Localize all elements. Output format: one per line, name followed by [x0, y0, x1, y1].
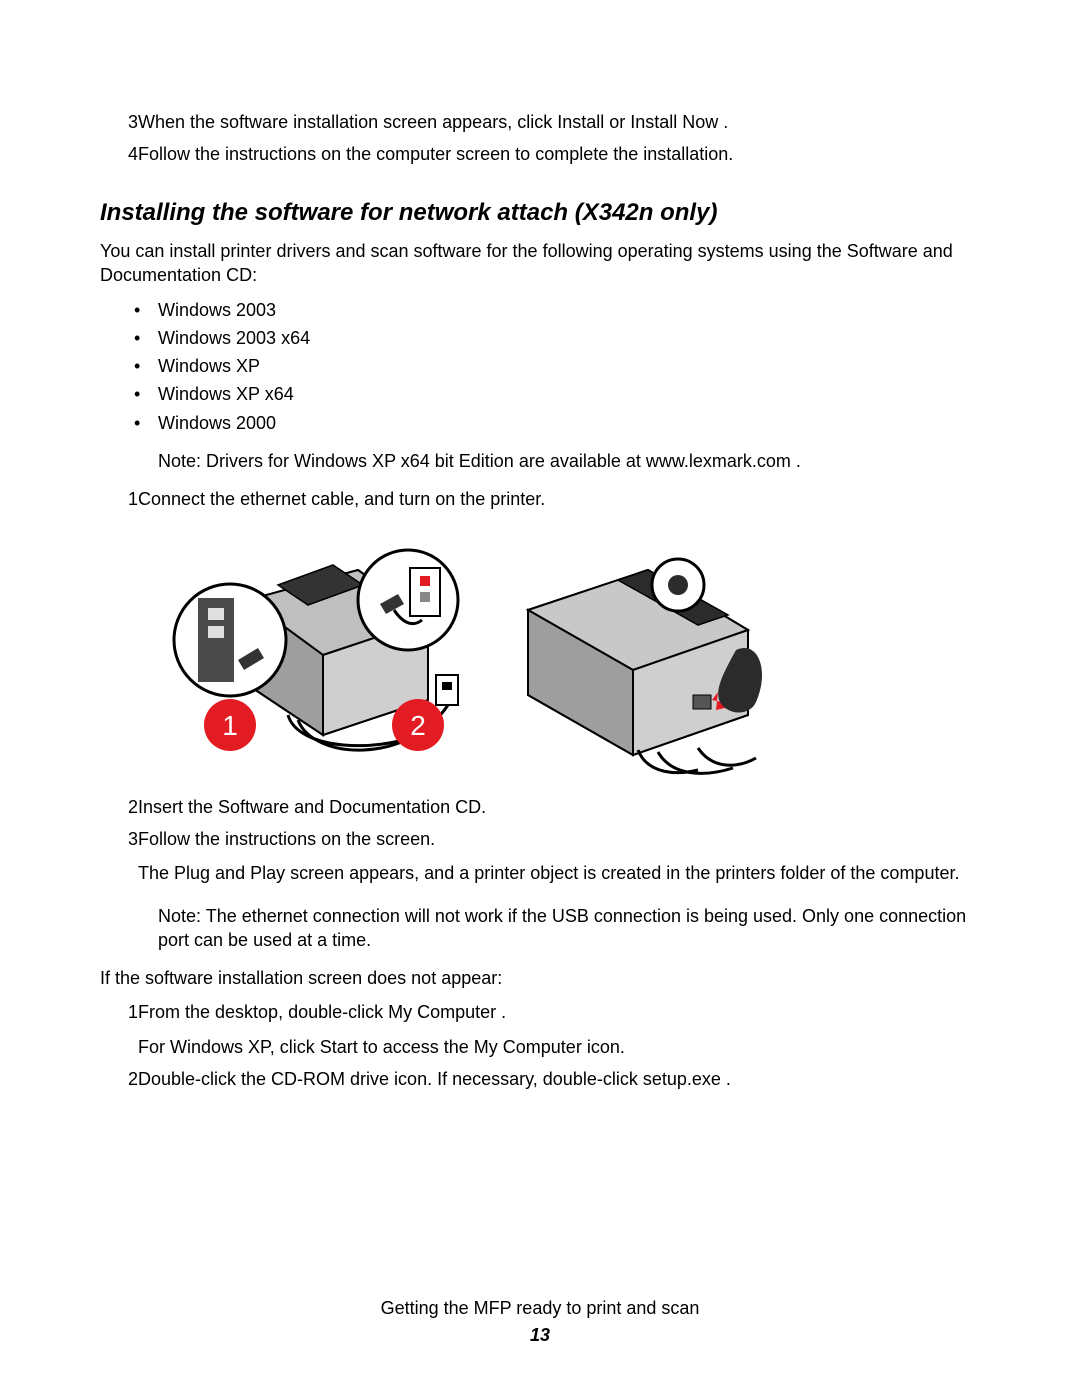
- step-number: 1: [100, 1000, 138, 1059]
- note-text: Drivers for Windows XP x64 bit Edition a…: [201, 451, 801, 471]
- step-number: 2: [100, 1067, 138, 1091]
- callout-2: 2: [410, 710, 426, 741]
- callout-1: 1: [222, 710, 238, 741]
- list-item: Windows 2003 x64: [100, 326, 980, 350]
- step-number: 3: [100, 827, 138, 886]
- step-text: Insert the Software and Documentation CD…: [138, 795, 980, 819]
- step-text: Follow the instructions on the computer …: [138, 142, 980, 166]
- fallback-intro: If the software installation screen does…: [100, 966, 980, 990]
- list-item: 1 Connect the ethernet cable, and turn o…: [100, 487, 980, 511]
- figure-row: 1 2: [158, 530, 980, 775]
- step-text: Follow the instructions on the screen.: [138, 827, 980, 851]
- list-item: Windows XP: [100, 354, 980, 378]
- note-label: Note:: [158, 906, 201, 926]
- page-footer: Getting the MFP ready to print and scan …: [0, 1296, 1080, 1347]
- step-number: 3: [100, 110, 138, 134]
- note-text: The ethernet connection will not work if…: [158, 906, 966, 950]
- note-driver-availability: Note: Drivers for Windows XP x64 bit Edi…: [158, 449, 980, 473]
- intro-paragraph: You can install printer drivers and scan…: [100, 239, 980, 288]
- step-paragraph: The Plug and Play screen appears, and a …: [138, 861, 980, 885]
- install-steps-c: 1 From the desktop, double-click My Comp…: [100, 1000, 980, 1091]
- list-item: 3 When the software installation screen …: [100, 110, 980, 134]
- manual-page: 3 When the software installation screen …: [0, 0, 1080, 1397]
- figure-ethernet-connection: 1 2: [158, 530, 468, 775]
- list-item: Windows 2000: [100, 411, 980, 435]
- list-item: 2 Double-click the CD-ROM drive icon. If…: [100, 1067, 980, 1091]
- step-text: Double-click the CD-ROM drive icon. If n…: [138, 1067, 980, 1091]
- top-steps-list: 3 When the software installation screen …: [100, 110, 980, 167]
- list-item: Windows XP x64: [100, 382, 980, 406]
- list-item: Windows 2003: [100, 298, 980, 322]
- list-item: 2 Insert the Software and Documentation …: [100, 795, 980, 819]
- section-heading: Installing the software for network atta…: [100, 197, 980, 229]
- note-ethernet-usb: Note: The ethernet connection will not w…: [158, 904, 980, 953]
- list-item: 4 Follow the instructions on the compute…: [100, 142, 980, 166]
- step-text: Connect the ethernet cable, and turn on …: [138, 487, 980, 511]
- step-number: 1: [100, 487, 138, 511]
- os-list: Windows 2003 Windows 2003 x64 Windows XP…: [100, 298, 980, 435]
- step-paragraph: For Windows XP, click Start to access th…: [138, 1035, 980, 1059]
- footer-title: Getting the MFP ready to print and scan: [0, 1296, 1080, 1320]
- list-item: 3 Follow the instructions on the screen.…: [100, 827, 980, 886]
- install-steps-b: 2 Insert the Software and Documentation …: [100, 795, 980, 886]
- step-text: When the software installation screen ap…: [138, 110, 980, 134]
- printer-ethernet-illustration: 1 2: [158, 530, 468, 775]
- list-item: 1 From the desktop, double-click My Comp…: [100, 1000, 980, 1059]
- step-text: From the desktop, double-click My Comput…: [138, 1000, 980, 1024]
- figure-power-on: [498, 530, 778, 775]
- printer-power-illustration: [498, 530, 778, 775]
- install-steps-a: 1 Connect the ethernet cable, and turn o…: [100, 487, 980, 511]
- step-number: 2: [100, 795, 138, 819]
- page-number: 13: [0, 1323, 1080, 1347]
- note-label: Note:: [158, 451, 201, 471]
- step-number: 4: [100, 142, 138, 166]
